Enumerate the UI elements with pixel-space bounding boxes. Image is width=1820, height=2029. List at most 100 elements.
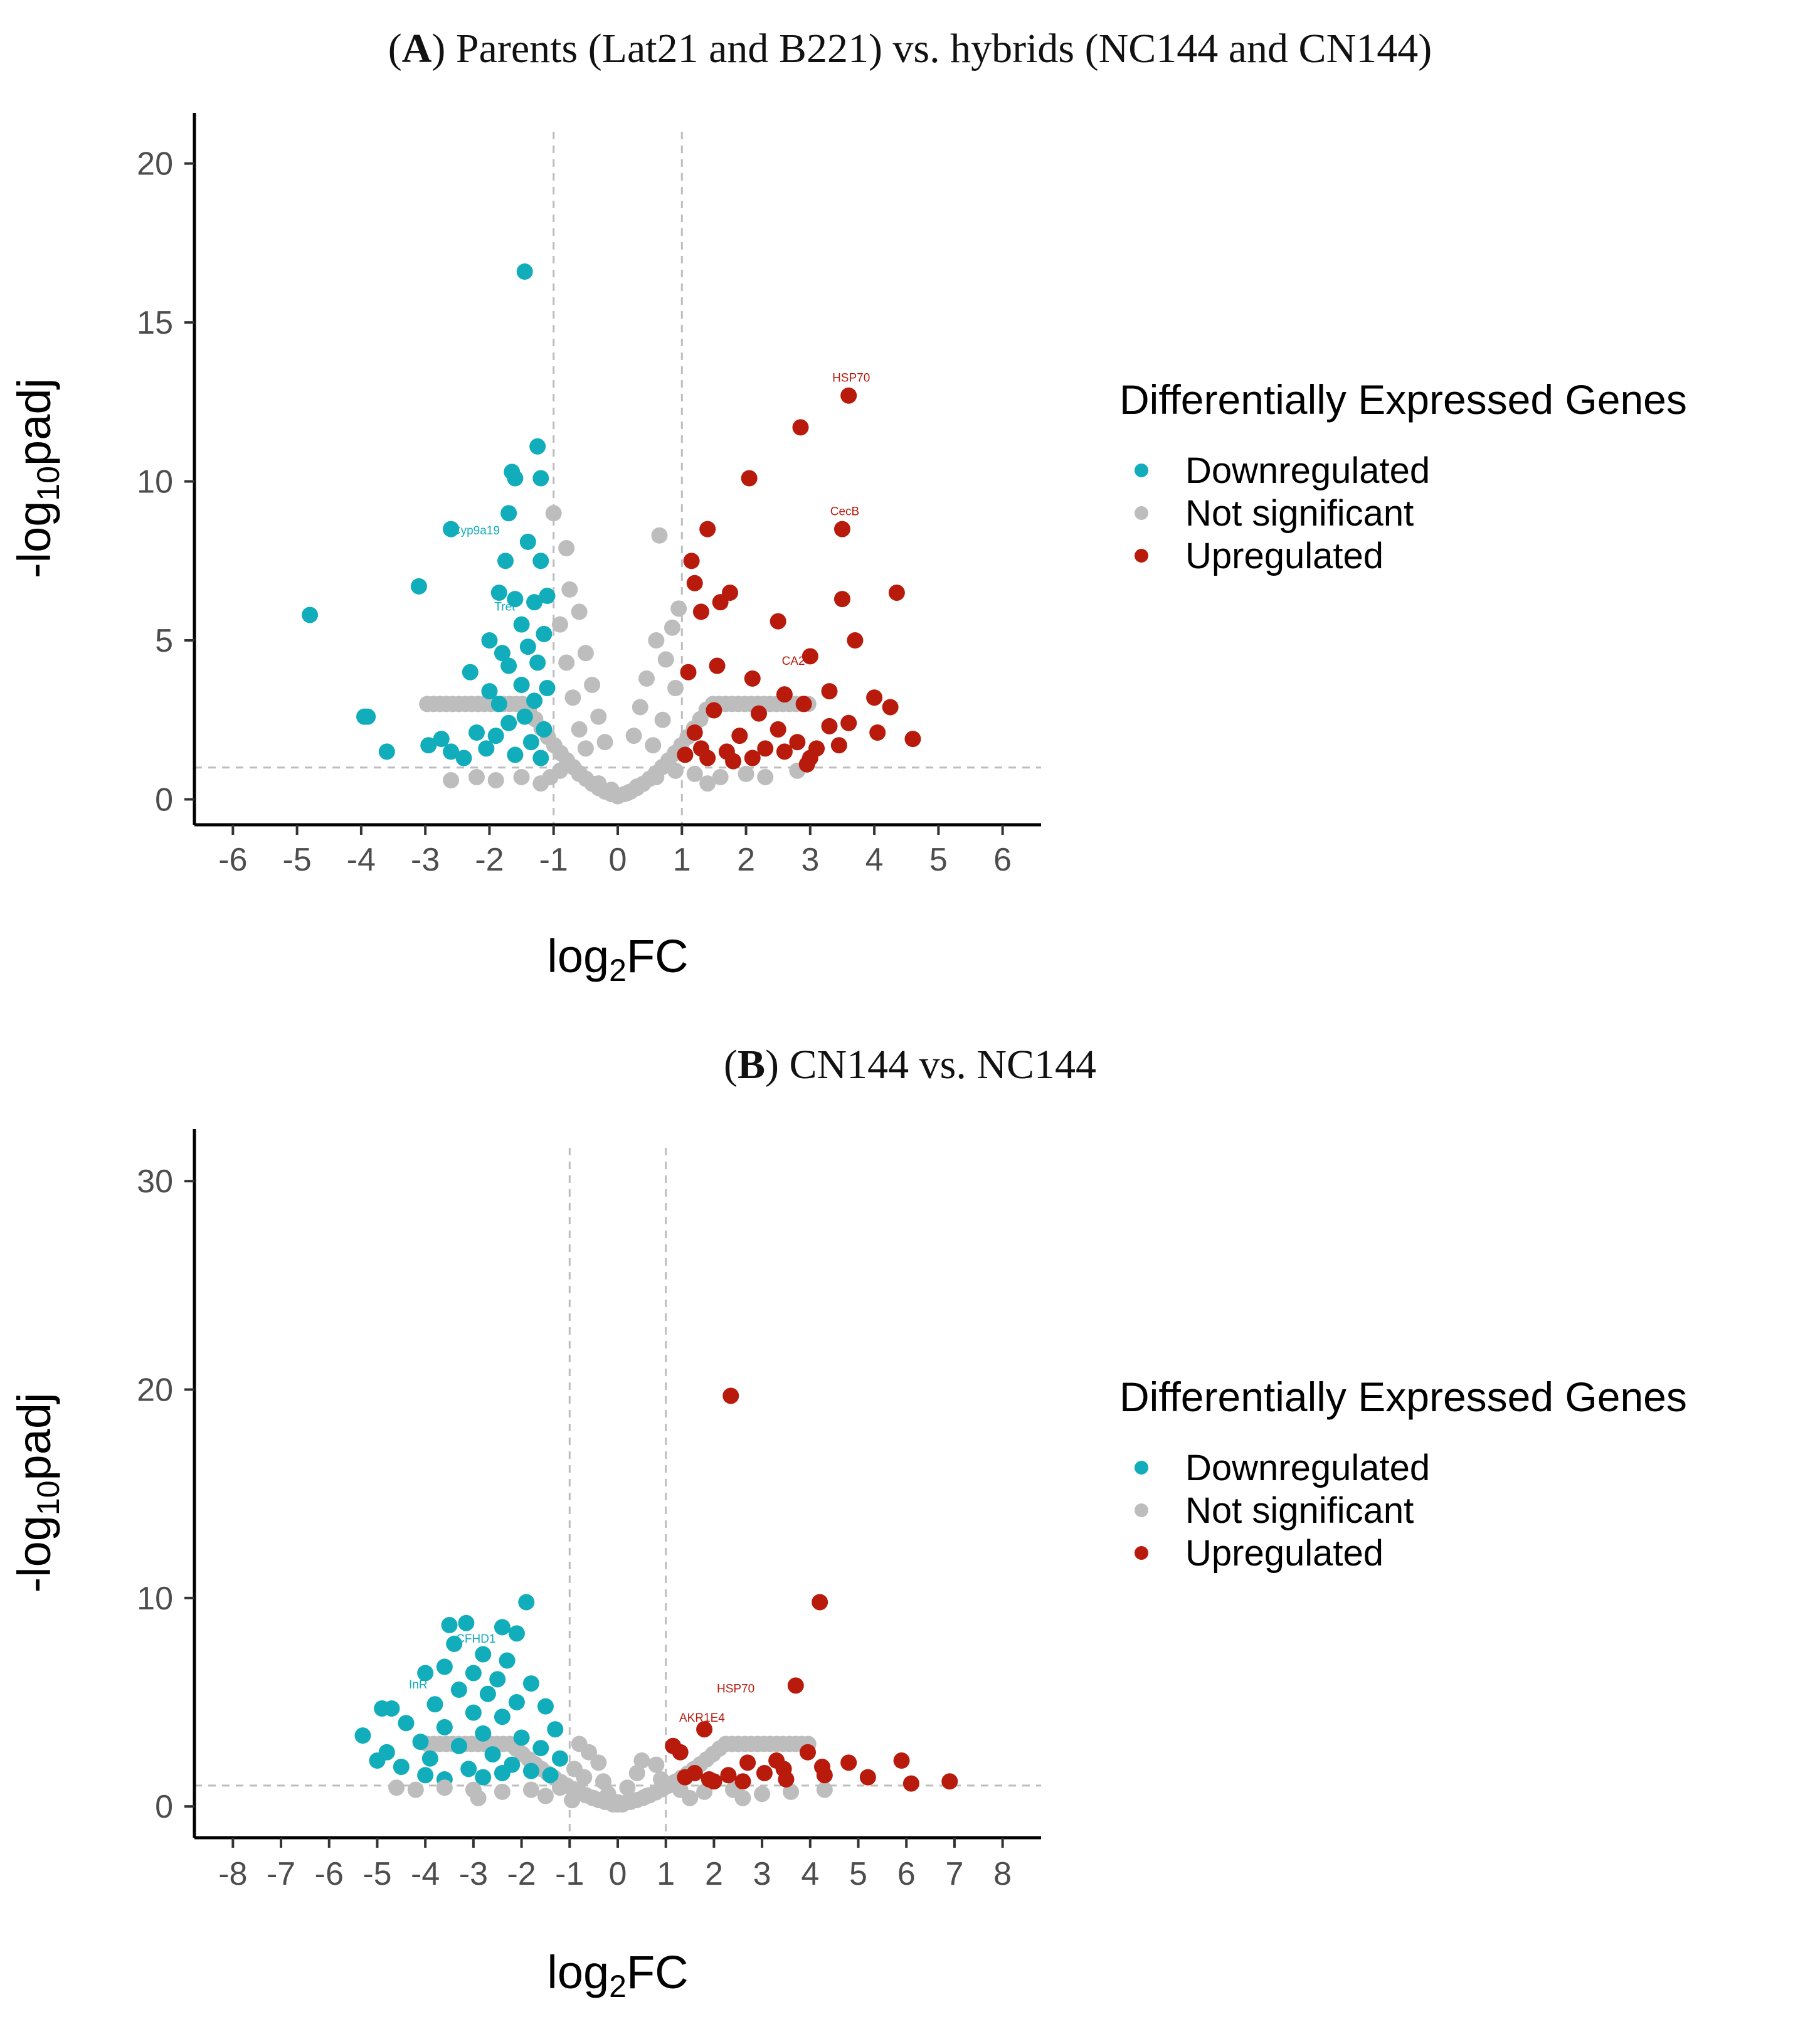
x-tick-label: 1 <box>673 842 691 878</box>
downregulated-point <box>513 1729 530 1746</box>
downregulated-point <box>420 737 437 754</box>
downregulated-point <box>369 1752 386 1769</box>
downregulated-point <box>436 1719 453 1735</box>
not-significant-point <box>494 1783 511 1800</box>
downregulated-point <box>500 505 517 522</box>
x-tick-label: -1 <box>539 842 568 878</box>
volcano-plot-a: HSP70 CecB CA2 Cyp9a19 Tret -6 -5 -4 -3 -2 -1 0 1 2 3 4… <box>8 113 1687 988</box>
downregulated-point <box>450 1682 467 1698</box>
not-significant-point <box>625 728 642 744</box>
downregulated-point <box>398 1715 415 1732</box>
x-tick-label: -6 <box>315 1856 344 1892</box>
not-significant-point <box>654 711 671 728</box>
downregulated-point <box>302 607 319 623</box>
y-tick-label: 15 <box>137 305 173 341</box>
not-significant-point <box>590 1754 607 1771</box>
gene-label-tret: Tret <box>494 601 516 614</box>
legend-title: Differentially Expressed Genes <box>1119 376 1687 423</box>
downregulated-point <box>421 1750 438 1767</box>
downregulated-point <box>489 1671 506 1688</box>
not-significant-point <box>645 737 662 754</box>
not-significant-point <box>577 645 594 662</box>
downregulated-point <box>356 708 373 725</box>
gene-label-cyp9a19: Cyp9a19 <box>452 524 500 538</box>
downregulated-point <box>417 1665 434 1682</box>
downregulated-point <box>378 743 395 760</box>
not-significant-point <box>648 1756 665 1773</box>
downregulated-point <box>529 654 546 671</box>
upregulated-point <box>840 387 857 404</box>
not-significant-point <box>522 1781 539 1798</box>
series-not-significant <box>443 505 806 805</box>
x-tick-label: 5 <box>849 1856 867 1892</box>
not-significant-point <box>558 540 575 557</box>
not-significant-point <box>638 670 655 687</box>
downregulated-point <box>516 708 533 725</box>
downregulated-point <box>507 746 524 763</box>
upregulated-point <box>741 470 758 487</box>
upregulated-point <box>756 1764 773 1781</box>
x-tick-label: -4 <box>347 842 376 878</box>
not-significant-point <box>628 1764 645 1781</box>
x-tick-label: 4 <box>865 842 884 878</box>
not-significant-point <box>699 775 716 792</box>
upregulated-point <box>812 1594 828 1611</box>
y-tick-label: 0 <box>155 781 173 818</box>
x-tick-label: 0 <box>609 842 627 878</box>
downregulated-point <box>484 1746 501 1763</box>
not-significant-point <box>686 765 703 782</box>
not-significant-point <box>577 740 594 757</box>
downregulated-point <box>465 1704 482 1721</box>
legend-label-upregulated: Upregulated <box>1185 536 1384 576</box>
downregulated-point <box>526 594 543 611</box>
not-significant-point <box>696 1783 713 1800</box>
panel-b-title-text: CN144 vs. NC144 <box>789 1042 1097 1088</box>
downregulated-point <box>478 740 495 757</box>
downregulated-point <box>475 1769 492 1786</box>
legend-label-not-significant: Not significant <box>1185 1490 1414 1531</box>
not-significant-point <box>595 1773 611 1790</box>
x-tick-label: -6 <box>218 842 247 878</box>
downregulated-point <box>522 734 539 751</box>
upregulated-point <box>869 724 886 741</box>
downregulated-point <box>412 1734 429 1751</box>
upregulated-point <box>770 613 786 630</box>
y-axis-title: -log10padj <box>8 1393 66 1593</box>
downregulated-point <box>536 721 553 738</box>
legend-label-downregulated: Downregulated <box>1185 450 1430 491</box>
y-tick-label: 5 <box>155 623 173 659</box>
upregulated-point <box>770 721 786 738</box>
x-axis-title: log2FC <box>547 1946 688 2004</box>
x-tick-label: 2 <box>737 842 755 878</box>
upregulated-point <box>722 1387 739 1404</box>
not-significant-point <box>734 1789 751 1806</box>
not-significant-point <box>738 765 754 782</box>
downregulated-point <box>507 591 524 608</box>
x-tick-label: 5 <box>929 842 948 878</box>
downregulated-point <box>433 731 450 748</box>
downregulated-point <box>494 645 511 662</box>
upregulated-point <box>789 734 806 751</box>
not-significant-point <box>596 734 613 751</box>
gene-label-hsp70: HSP70 <box>717 1683 754 1696</box>
downregulated-point <box>536 625 553 642</box>
legend-label-not-significant: Not significant <box>1185 493 1414 534</box>
legend: Differentially Expressed Genes Downregula… <box>1119 1374 1687 1574</box>
downregulated-point <box>539 680 556 697</box>
legend-label-upregulated: Upregulated <box>1185 1533 1384 1574</box>
x-tick-label: -2 <box>475 842 504 878</box>
downregulated-point <box>443 743 460 760</box>
upregulated-point <box>757 740 774 757</box>
series-upregulated <box>677 387 921 773</box>
not-significant-point <box>712 768 729 785</box>
upregulated-point <box>744 750 761 766</box>
not-significant-point <box>468 768 485 785</box>
gene-label-inr: InR <box>409 1678 428 1692</box>
downregulated-point <box>374 1700 391 1717</box>
downregulated-point <box>443 521 460 538</box>
x-axis-title: log2FC <box>547 930 688 988</box>
upregulated-point <box>672 1744 689 1761</box>
upregulated-point <box>680 664 697 681</box>
downregulated-point <box>532 1740 549 1757</box>
